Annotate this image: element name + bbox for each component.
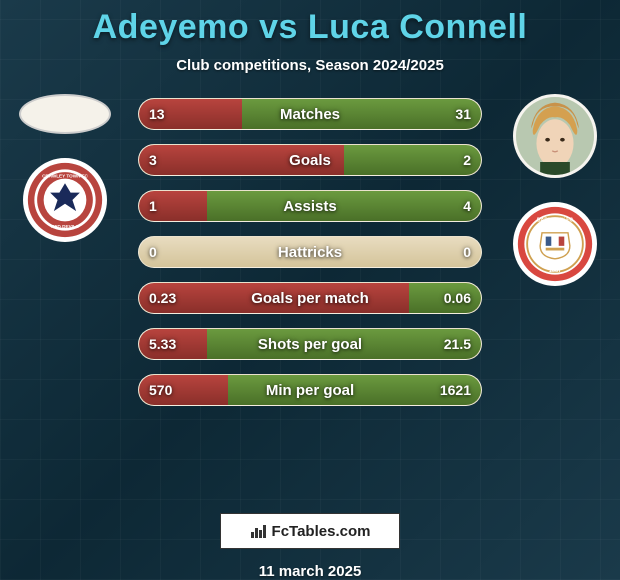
bar-value-right: 0.06 — [444, 290, 471, 306]
bar-label: Assists — [283, 198, 336, 215]
right-column: BARNSLEY FC 1887 — [500, 94, 610, 286]
chart-icon — [250, 522, 268, 540]
svg-text:BARNSLEY FC: BARNSLEY FC — [537, 218, 573, 224]
crawley-badge-icon: CRAWLEY TOWN FC RED DEVILS — [26, 161, 104, 239]
bar-label: Matches — [280, 106, 340, 123]
player-right-face-icon — [516, 94, 594, 178]
bar-label: Goals per match — [251, 290, 369, 307]
date-text: 11 march 2025 — [259, 563, 362, 580]
watermark-text: FcTables.com — [272, 523, 371, 540]
bar-fill-right — [344, 145, 481, 175]
stat-bar: 5.33 Shots per goal 21.5 — [138, 328, 482, 360]
content-root: Adeyemo vs Luca Connell Club competition… — [0, 0, 620, 580]
stat-bars: 13 Matches 31 3 Goals 2 1 Assists 4 0 Hattricks 0 0.… — [138, 98, 482, 406]
bar-label: Min per goal — [266, 382, 354, 399]
bar-value-left: 5.33 — [149, 336, 176, 352]
stat-bar: 570 Min per goal 1621 — [138, 374, 482, 406]
bar-value-right: 1621 — [440, 382, 471, 398]
bar-value-right: 4 — [463, 198, 471, 214]
svg-text:RED DEVILS: RED DEVILS — [51, 224, 79, 229]
bar-label: Shots per goal — [258, 336, 362, 353]
stat-bar: 0 Hattricks 0 — [138, 236, 482, 268]
bar-value-left: 3 — [149, 152, 157, 168]
stat-bar: 13 Matches 31 — [138, 98, 482, 130]
bar-value-right: 31 — [455, 106, 471, 122]
bar-value-left: 13 — [149, 106, 165, 122]
player-left-club-badge: CRAWLEY TOWN FC RED DEVILS — [23, 158, 107, 242]
page-title: Adeyemo vs Luca Connell — [93, 8, 528, 47]
comparison-main: CRAWLEY TOWN FC RED DEVILS — [0, 94, 620, 507]
bar-value-left: 570 — [149, 382, 172, 398]
player-right-avatar — [513, 94, 597, 178]
player-right-club-badge: BARNSLEY FC 1887 — [513, 202, 597, 286]
stat-bar: 3 Goals 2 — [138, 144, 482, 176]
bar-value-left: 0 — [149, 244, 157, 260]
bar-value-right: 2 — [463, 152, 471, 168]
bar-value-left: 0.23 — [149, 290, 176, 306]
bar-value-left: 1 — [149, 198, 157, 214]
bar-fill-right — [242, 99, 481, 129]
bar-fill-right — [207, 191, 481, 221]
stat-bar: 1 Assists 4 — [138, 190, 482, 222]
barnsley-badge-icon: BARNSLEY FC 1887 — [516, 205, 594, 283]
left-column: CRAWLEY TOWN FC RED DEVILS — [10, 94, 120, 242]
watermark-box: FcTables.com — [220, 513, 400, 549]
stat-bar: 0.23 Goals per match 0.06 — [138, 282, 482, 314]
svg-text:CRAWLEY TOWN FC: CRAWLEY TOWN FC — [42, 174, 88, 179]
svg-text:1887: 1887 — [549, 268, 561, 274]
bar-value-right: 21.5 — [444, 336, 471, 352]
player-left-avatar — [19, 94, 111, 134]
bar-label: Hattricks — [278, 244, 342, 261]
subtitle: Club competitions, Season 2024/2025 — [176, 57, 444, 74]
bar-label: Goals — [289, 152, 331, 169]
bar-value-right: 0 — [463, 244, 471, 260]
